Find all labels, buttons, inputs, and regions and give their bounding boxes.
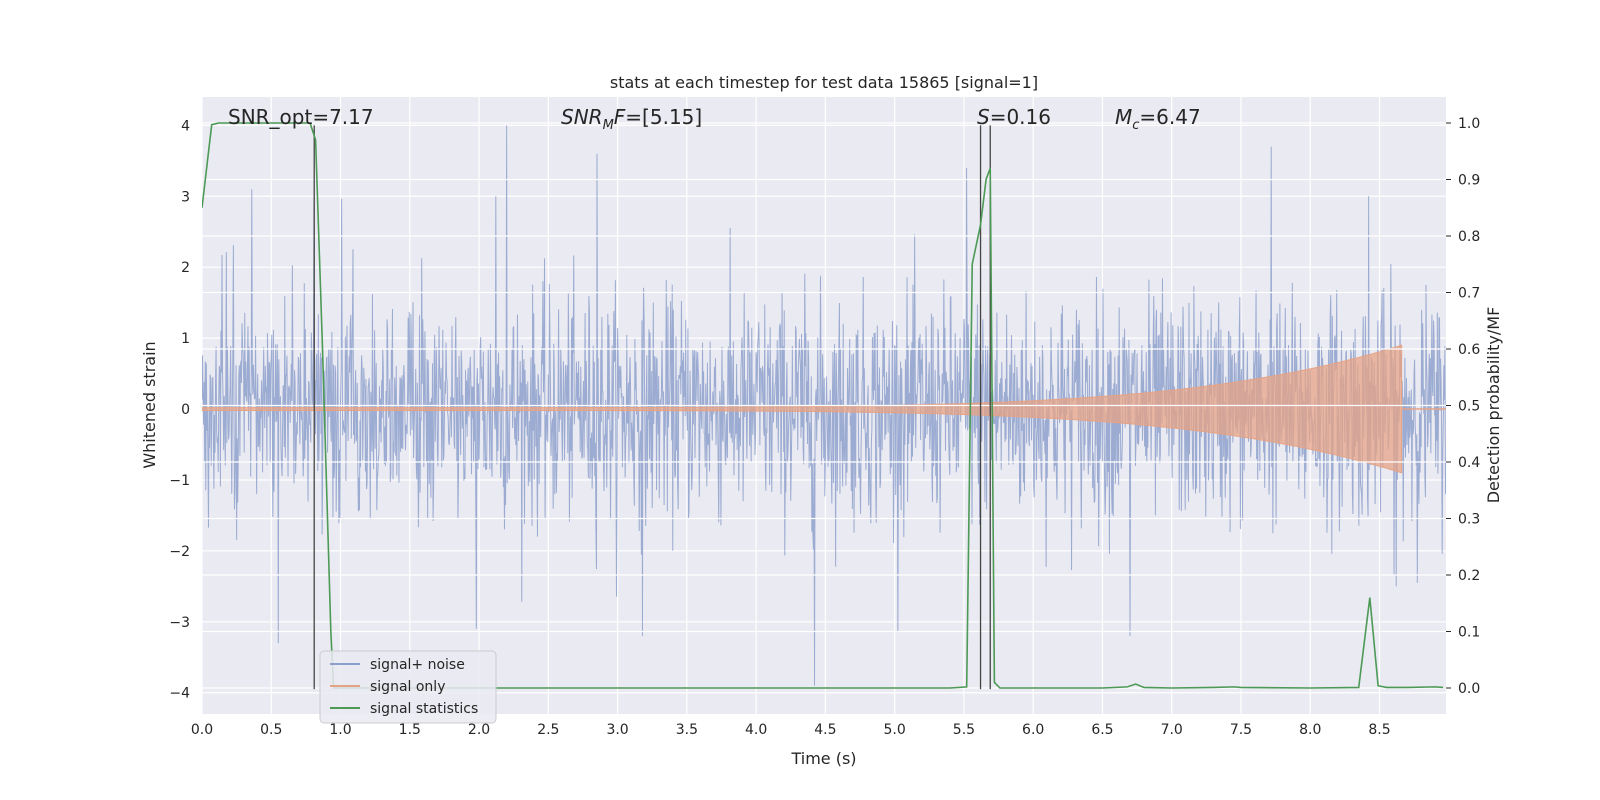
x-tick-label: 2.0: [468, 722, 490, 738]
signal-only-envelope: [202, 344, 1403, 474]
left-axis-label: Whitened strain: [140, 341, 159, 468]
left-y-tick-label: 3: [181, 189, 190, 205]
right-y-tick-label: 0.7: [1458, 285, 1480, 301]
right-y-tick-label: 0.4: [1458, 455, 1480, 471]
x-tick-label: 0.0: [191, 722, 213, 738]
left-axis-ticks: −4 −3 −2 −1 0 1 2 3 4: [169, 118, 190, 701]
x-tick-label: 6.5: [1091, 722, 1113, 738]
x-tick-label: 2.5: [537, 722, 559, 738]
right-y-tick-label: 0.0: [1458, 681, 1480, 697]
left-y-tick-label: −2: [169, 544, 190, 560]
series-signal-statistics: [202, 122, 1444, 689]
x-tick-label: 6.0: [1022, 722, 1044, 738]
x-tick-label: 1.0: [329, 722, 351, 738]
x-tick-label: 7.5: [1230, 722, 1252, 738]
left-y-tick-label: −1: [169, 473, 190, 489]
left-y-tick-label: −4: [169, 686, 190, 702]
chart-title: stats at each timestep for test data 158…: [610, 73, 1038, 92]
legend: signal+ noise signal only signal statist…: [319, 650, 497, 724]
legend-label-signal-statistics: signal statistics: [370, 701, 478, 717]
right-y-tick-label: 0.5: [1458, 399, 1480, 415]
annotation-mc: Mc=6.47: [1115, 105, 1201, 133]
right-axis-label: Detection probability/MF: [1484, 307, 1503, 504]
left-y-tick-label: 2: [181, 260, 190, 276]
left-y-tick-label: 4: [181, 118, 190, 134]
x-tick-label: 5.5: [953, 722, 975, 738]
x-axis-label: Time (s): [790, 749, 856, 768]
right-y-tick-label: 0.1: [1458, 625, 1480, 641]
annotation-snr-opt: SNR_opt=7.17: [228, 105, 374, 129]
left-y-tick-label: 0: [181, 402, 190, 418]
x-tick-label: 0.5: [260, 722, 282, 738]
x-tick-label: 4.5: [814, 722, 836, 738]
x-tick-label: 4.0: [745, 722, 767, 738]
right-axis-ticks: 0.0 0.1 0.2 0.3 0.4 0.5 0.6 0.7 0.8 0.9 1.0: [1446, 116, 1480, 697]
x-tick-label: 8.5: [1368, 722, 1390, 738]
x-tick-label: 7.0: [1161, 722, 1183, 738]
signal-statistics-line: [202, 122, 1444, 689]
x-tick-label: 3.0: [606, 722, 628, 738]
x-tick-label: 8.0: [1299, 722, 1321, 738]
right-y-tick-label: 1.0: [1458, 116, 1480, 132]
left-y-tick-label: 1: [181, 331, 190, 347]
annotation-snr-mf: SNRMF=[5.15]: [561, 105, 702, 133]
legend-label-signal-only: signal only: [370, 679, 445, 695]
right-y-tick-label: 0.6: [1458, 342, 1480, 358]
legend-label-signal-plus-noise: signal+ noise: [370, 657, 465, 673]
x-tick-label: 5.0: [884, 722, 906, 738]
right-y-tick-label: 0.9: [1458, 172, 1480, 188]
plot-area: [201, 97, 1446, 714]
right-y-tick-label: 0.8: [1458, 229, 1480, 245]
left-y-tick-label: −3: [169, 615, 190, 631]
x-tick-label: 3.5: [676, 722, 698, 738]
right-y-tick-label: 0.3: [1458, 512, 1480, 528]
right-y-tick-label: 0.2: [1458, 568, 1480, 584]
annotation-s: S=0.16: [977, 105, 1051, 129]
x-axis-ticks: 0.0 0.5 1.0 1.5 2.0 2.5 3.0 3.5 4.0 4.5 5.0 5.5 6.0 6…: [191, 722, 1391, 738]
legend-box: [319, 650, 497, 724]
series-signal-only: [202, 344, 1446, 474]
x-tick-label: 1.5: [399, 722, 421, 738]
